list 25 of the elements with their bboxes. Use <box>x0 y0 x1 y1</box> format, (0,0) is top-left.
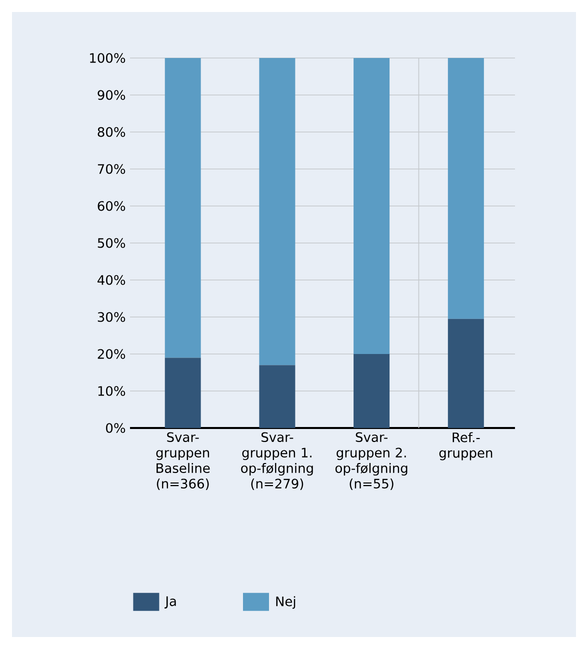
bar <box>259 365 296 428</box>
x-tick-label: Svar-gruppen 2. op-følgning (n=55) <box>335 432 408 490</box>
y-tick-label: 0% <box>106 423 126 433</box>
y-tick-label: 80% <box>98 127 126 137</box>
legend-label: Nej <box>276 596 296 609</box>
bar <box>354 354 390 428</box>
y-tick-label: 10% <box>98 386 126 396</box>
y-tick-label: 40% <box>98 275 126 285</box>
x-tick-label: Svar-gruppen 1. op-følgning (n=279) <box>241 432 313 490</box>
bar <box>448 318 484 428</box>
bar <box>164 358 201 428</box>
bar <box>448 58 484 319</box>
legend-label: Ja <box>164 596 176 608</box>
y-tick-label: 20% <box>98 349 126 359</box>
bar <box>164 58 201 358</box>
y-tick-label: 100% <box>90 53 126 63</box>
y-tick-label: 70% <box>98 164 126 174</box>
x-tick-label: Svar-gruppen Baseline (n=366) <box>156 432 210 490</box>
y-tick-label: 30% <box>98 312 126 322</box>
bar <box>259 58 296 366</box>
y-tick-label: 60% <box>98 201 126 211</box>
bar <box>354 58 390 354</box>
y-tick-label: 90% <box>98 90 126 100</box>
y-tick-label: 50% <box>98 238 126 248</box>
x-tick-label: Ref.-gruppen <box>439 432 492 460</box>
